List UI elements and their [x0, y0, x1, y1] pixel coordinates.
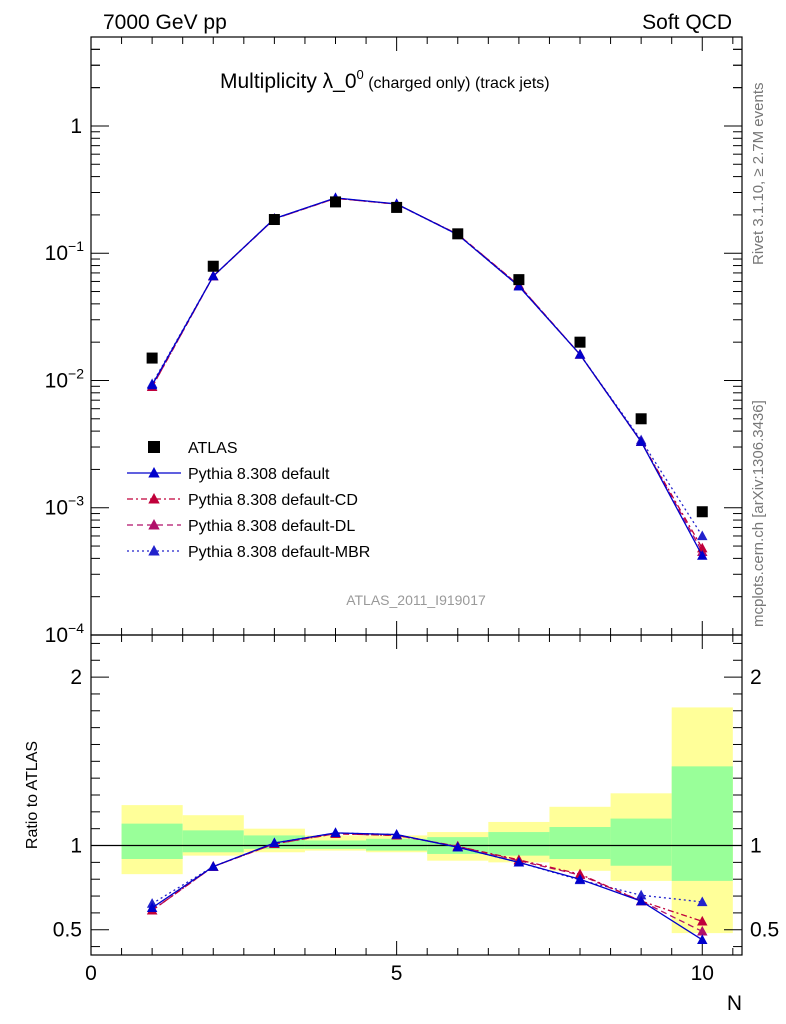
y-tick-label: 10−3: [45, 493, 85, 520]
green-band: [182, 830, 244, 853]
main-title-text: Multiplicity λ_0: [220, 70, 357, 93]
main-title-rest: (charged only) (track jets): [364, 75, 550, 92]
series-line: [151, 197, 703, 556]
series: [146, 192, 708, 944]
green-band: [366, 838, 428, 851]
legend-label: Pythia 8.308 default: [188, 466, 330, 483]
x-tick-label: 5: [391, 962, 403, 985]
data-point-atlas: [207, 260, 219, 272]
mcplots-label: mcplots.cern.ch [arXiv:1306.3436]: [750, 400, 767, 627]
legend-label: Pythia 8.308 default-CD: [188, 492, 358, 509]
data-point-atlas: [574, 336, 586, 348]
data-point-atlas: [452, 228, 464, 240]
data-point-atlas: [391, 201, 403, 213]
data-point-atlas: [146, 352, 158, 364]
x-tick-label: 0: [85, 962, 97, 985]
y-tick-label: 10−2: [45, 365, 85, 392]
ratio-ylabel: Ratio to ATLAS: [24, 741, 41, 849]
legend-label: Pythia 8.308 default-DL: [188, 518, 355, 535]
ratio-y-tick-label-right: 0.5: [750, 919, 779, 942]
series-marker: [635, 895, 647, 906]
series-marker: [574, 873, 586, 884]
analysis-watermark: ATLAS_2011_I919017: [346, 592, 486, 608]
legend: ATLAS Pythia 8.308 default Pythia 8.308 de…: [127, 440, 370, 561]
data-point-atlas: [635, 413, 647, 425]
series-marker: [697, 550, 708, 560]
legend-marker-atlas: [148, 441, 160, 453]
data-point-atlas: [268, 214, 280, 226]
rivet-label: Rivet 3.1.10, ≥ 2.7M events: [750, 83, 767, 266]
series-marker: [146, 902, 158, 912]
series-marker: [269, 837, 280, 848]
legend-marker: [148, 467, 160, 478]
series-marker: [697, 530, 708, 541]
series-marker: [635, 889, 647, 900]
series-marker: [513, 856, 525, 867]
green-band: [121, 823, 183, 859]
green-band: [671, 766, 733, 881]
series-marker: [452, 841, 463, 852]
legend-label: ATLAS: [188, 440, 238, 457]
legend-marker: [148, 493, 160, 504]
y-tick-label: 1: [70, 115, 82, 138]
series-marker: [635, 436, 647, 446]
series-marker: [208, 861, 219, 871]
main-title-sup: 0: [357, 67, 364, 82]
legend-marker: [148, 519, 160, 530]
series-marker: [697, 934, 708, 944]
series-marker: [208, 270, 219, 281]
y-tick-label: 10−4: [45, 620, 85, 647]
series-marker: [697, 915, 708, 926]
series-line: [151, 197, 703, 537]
series-line: [151, 832, 703, 941]
ratio-y-tick-label-right: 2: [750, 666, 762, 689]
header-right: Soft QCD: [642, 11, 732, 34]
green-band: [610, 818, 672, 866]
ratio-y-tick-label: 2: [70, 666, 82, 689]
main-title: Multiplicity λ_00 (charged only) (track …: [220, 67, 550, 93]
green-band: [488, 832, 550, 856]
ratio-y-tick-label: 0.5: [53, 919, 82, 942]
series-marker: [391, 829, 402, 839]
series-marker: [574, 868, 586, 879]
green-band: [549, 827, 611, 859]
data-point-atlas: [513, 274, 525, 286]
series-marker: [330, 827, 341, 838]
series-marker: [146, 379, 158, 390]
series-marker: [574, 348, 586, 359]
series-marker: [513, 280, 525, 291]
series-marker: [697, 896, 708, 907]
ratio-y-tick-label-right: 1: [750, 835, 762, 858]
y-tick-label: 10−1: [45, 238, 85, 265]
green-band: [304, 840, 367, 849]
axes: 0 5 10 1 10−1 10−2 10−3 10−4 0.5 0.5 1 1 2 2: [45, 36, 779, 985]
data-point-atlas: [330, 196, 342, 208]
legend-label: Pythia 8.308 default-MBR: [188, 544, 370, 561]
header-left: 7000 GeV pp: [103, 11, 227, 34]
x-axis-label: N: [727, 992, 742, 1015]
series-marker: [697, 925, 708, 936]
ratio-y-tick-label: 1: [70, 835, 82, 858]
legend-marker: [148, 545, 160, 556]
data-point-atlas: [696, 506, 708, 518]
x-tick-label: 10: [691, 962, 714, 985]
